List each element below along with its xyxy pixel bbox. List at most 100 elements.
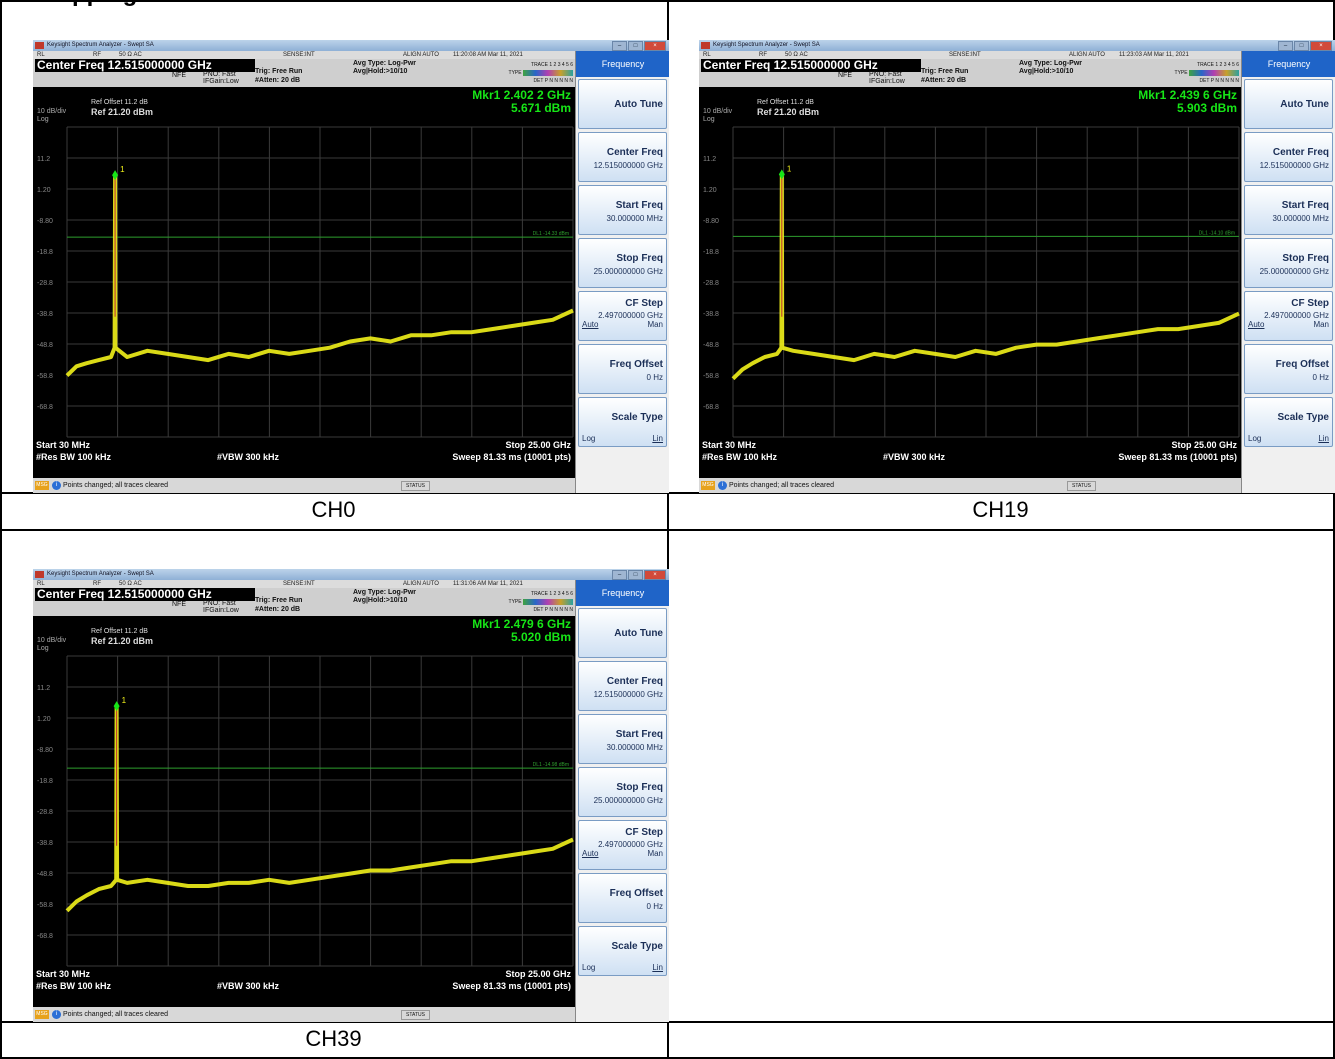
- window-titlebar: Keysight Spectrum Analyzer - Swept SA – …: [33, 569, 669, 580]
- ref-level-label: Ref 21.20 dBm: [91, 107, 154, 117]
- stop-freq-button[interactable]: Stop Freq 25.000000000 GHz: [1244, 238, 1333, 288]
- cf-step-label: CF Step: [1291, 298, 1329, 309]
- window-controls: – □ ×: [612, 41, 666, 51]
- rbw-label: #Res BW 100 kHz: [702, 452, 778, 462]
- close-icon[interactable]: ×: [1310, 41, 1332, 51]
- y-tick-label: 1.20: [37, 716, 51, 723]
- rf-indicator: RF: [759, 52, 767, 58]
- marker-diamond[interactable]: [113, 701, 120, 712]
- scale-type-button[interactable]: Scale Type Log Lin: [578, 397, 667, 447]
- marker-amplitude: 5.903 dBm: [1176, 101, 1237, 115]
- start-freq-button[interactable]: Start Freq 30.000000 MHz: [1244, 185, 1333, 235]
- start-freq-value: 30.000000 MHz: [606, 743, 663, 752]
- marker-diamond[interactable]: [112, 170, 119, 181]
- start-freq-label: Start 30 MHz: [36, 969, 91, 979]
- close-icon[interactable]: ×: [644, 41, 666, 51]
- rl-indicator: RL: [703, 52, 711, 58]
- freq-offset-button[interactable]: Freq Offset 0 Hz: [578, 344, 667, 394]
- auto-tune-button[interactable]: Auto Tune: [1244, 79, 1333, 129]
- cf-step-button[interactable]: CF Step 2.497000000 GHz Auto Man: [578, 291, 667, 341]
- avg-type-label: Avg Type: Log-Pwr: [1019, 60, 1082, 67]
- type-label: TYPE: [508, 70, 522, 76]
- start-freq-button[interactable]: Start Freq 30.000000 MHz: [578, 714, 667, 764]
- close-icon[interactable]: ×: [644, 570, 666, 580]
- avg-hold-label: Avg|Hold:>10/10: [1019, 68, 1074, 75]
- start-freq-button[interactable]: Start Freq 30.000000 MHz: [578, 185, 667, 235]
- cf-step-auto: Auto: [582, 320, 599, 329]
- minimize-icon[interactable]: –: [1278, 41, 1293, 51]
- message-bar: MSG i Points changed; all traces cleared…: [33, 1007, 575, 1022]
- stop-freq-button[interactable]: Stop Freq 25.000000000 GHz: [578, 238, 667, 288]
- cf-step-man: Man: [647, 320, 663, 329]
- y-tick-label: -68.8: [37, 404, 53, 411]
- marker-readout: Mkr1 2.479 6 GHz 5.020 dBm: [472, 618, 571, 644]
- marker-frequency: Mkr1 2.439 6 GHz: [1138, 88, 1237, 102]
- scale-type-button[interactable]: Scale Type Log Lin: [1244, 397, 1333, 447]
- spectrum-plot: 11.2 1.20 -8.80 -18.8 -28.8 -38.8 -48.8 -58.8 -6…: [37, 126, 574, 438]
- spectrum-display[interactable]: 11.2 1.20 -8.80 -18.8 -28.8 -38.8 -48.8 -58.8 -6…: [33, 616, 575, 1007]
- caption-ch19: CH19: [972, 497, 1029, 522]
- maximize-icon[interactable]: □: [628, 570, 643, 580]
- cf-step-label: CF Step: [625, 298, 663, 309]
- message-bar: MSG i Points changed; all traces cleared…: [33, 478, 575, 493]
- freq-offset-button[interactable]: Freq Offset 0 Hz: [578, 873, 667, 923]
- table-border-right: [1333, 0, 1335, 1059]
- auto-tune-button[interactable]: Auto Tune: [578, 79, 667, 129]
- maximize-icon[interactable]: □: [1294, 41, 1309, 51]
- y-tick-label: -28.8: [37, 280, 53, 287]
- y-tick-label: -38.8: [703, 311, 719, 318]
- ifgain-label: IFGain:Low: [203, 78, 239, 85]
- stop-freq-value: 25.000000000 GHz: [593, 796, 663, 805]
- scale-div-label: 10 dB/div: [703, 108, 733, 115]
- instrument-status-row: RL RF 50 Ω AC SENSE:INT ALIGN AUTO 11:31…: [33, 580, 575, 588]
- center-freq-value: 12.515000000 GHz: [593, 690, 663, 699]
- vbw-label: #VBW 300 kHz: [883, 452, 946, 462]
- softkey-menu: Frequency Auto Tune Center Freq 12.51500…: [1241, 51, 1335, 493]
- atten-label: #Atten: 20 dB: [255, 77, 301, 84]
- stop-freq-key-label: Stop Freq: [616, 253, 663, 264]
- freq-offset-button[interactable]: Freq Offset 0 Hz: [1244, 344, 1333, 394]
- maximize-icon[interactable]: □: [628, 41, 643, 51]
- trace-type-swatch: [1189, 69, 1239, 76]
- spectrum-trace: [65, 173, 574, 378]
- center-freq-button[interactable]: Center Freq 12.515000000 GHz: [578, 132, 667, 182]
- trace-numbers: 1 2 3 4 5 6: [549, 62, 573, 68]
- trace-indicator: TRACE 1 2 3 4 5 6 TYPE DET P N N N N N: [1153, 61, 1239, 85]
- table-column-divider: [667, 0, 669, 1059]
- center-freq-readout: Center Freq 12.515000000 GHz: [35, 588, 255, 601]
- sense-indicator: SENSE:INT: [949, 52, 981, 58]
- y-tick-label: -38.8: [37, 311, 53, 318]
- auto-tune-button[interactable]: Auto Tune: [578, 608, 667, 658]
- avg-hold-label: Avg|Hold:>10/10: [353, 68, 408, 75]
- status-message: Points changed; all traces cleared: [63, 482, 169, 489]
- stop-freq-value: 25.000000000 GHz: [1259, 267, 1329, 276]
- stop-freq-button[interactable]: Stop Freq 25.000000000 GHz: [578, 767, 667, 817]
- ref-offset-label: Ref Offset 11.2 dB: [91, 99, 148, 106]
- rl-indicator: RL: [37, 52, 45, 58]
- cf-step-button[interactable]: CF Step 2.497000000 GHz Auto Man: [578, 820, 667, 870]
- center-freq-readout: Center Freq 12.515000000 GHz: [701, 59, 921, 72]
- start-freq-value: 30.000000 MHz: [1272, 214, 1329, 223]
- minimize-icon[interactable]: –: [612, 570, 627, 580]
- app-icon: [35, 571, 44, 578]
- center-freq-button[interactable]: Center Freq 12.515000000 GHz: [578, 661, 667, 711]
- align-indicator: ALIGN AUTO: [1069, 52, 1105, 58]
- y-tick-label: -68.8: [703, 404, 719, 411]
- trig-label: Trig: Free Run: [255, 597, 303, 604]
- app-icon: [35, 42, 44, 49]
- spectrum-display[interactable]: 11.2 1.20 -8.80 -18.8 -28.8 -38.8 -48.8 -58.8 -6…: [33, 87, 575, 478]
- pno-label: PNO: Fast: [869, 71, 902, 78]
- marker-amplitude: 5.020 dBm: [510, 630, 571, 644]
- center-freq-button[interactable]: Center Freq 12.515000000 GHz: [1244, 132, 1333, 182]
- y-tick-label: -48.8: [703, 342, 719, 349]
- cf-step-button[interactable]: CF Step 2.497000000 GHz Auto Man: [1244, 291, 1333, 341]
- spectrum-display[interactable]: 11.2 1.20 -8.80 -18.8 -28.8 -38.8 -48.8 -58.8 -6…: [699, 87, 1241, 478]
- y-tick-label: -48.8: [37, 871, 53, 878]
- minimize-icon[interactable]: –: [612, 41, 627, 51]
- cf-step-value: 2.497000000 GHz: [598, 840, 663, 849]
- marker-diamond[interactable]: [778, 169, 785, 180]
- marker-frequency: Mkr1 2.402 2 GHz: [472, 88, 571, 102]
- y-tick-label: -58.8: [37, 902, 53, 909]
- scale-type-button[interactable]: Scale Type Log Lin: [578, 926, 667, 976]
- avg-type-label: Avg Type: Log-Pwr: [353, 589, 416, 596]
